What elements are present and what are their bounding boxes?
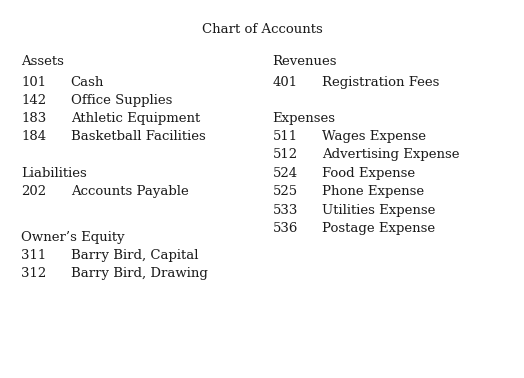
Text: Expenses: Expenses — [272, 112, 335, 125]
Text: Barry Bird, Capital: Barry Bird, Capital — [71, 249, 198, 262]
Text: Accounts Payable: Accounts Payable — [71, 185, 189, 198]
Text: Revenues: Revenues — [272, 55, 337, 68]
Text: Registration Fees: Registration Fees — [322, 76, 440, 88]
Text: Assets: Assets — [21, 55, 64, 68]
Text: 142: 142 — [21, 94, 46, 107]
Text: Postage Expense: Postage Expense — [322, 222, 435, 235]
Text: Advertising Expense: Advertising Expense — [322, 148, 460, 161]
Text: Wages Expense: Wages Expense — [322, 130, 426, 143]
Text: Phone Expense: Phone Expense — [322, 185, 424, 198]
Text: Barry Bird, Drawing: Barry Bird, Drawing — [71, 267, 208, 280]
Text: 202: 202 — [21, 185, 46, 198]
Text: Cash: Cash — [71, 76, 104, 88]
Text: 101: 101 — [21, 76, 46, 88]
Text: 524: 524 — [272, 167, 298, 180]
Text: Basketball Facilities: Basketball Facilities — [71, 130, 205, 143]
Text: Liabilities: Liabilities — [21, 167, 86, 180]
Text: Office Supplies: Office Supplies — [71, 94, 172, 107]
Text: 533: 533 — [272, 204, 298, 217]
Text: 184: 184 — [21, 130, 46, 143]
Text: 401: 401 — [272, 76, 298, 88]
Text: Owner’s Equity: Owner’s Equity — [21, 231, 125, 243]
Text: Food Expense: Food Expense — [322, 167, 416, 180]
Text: 512: 512 — [272, 148, 298, 161]
Text: Athletic Equipment: Athletic Equipment — [71, 112, 200, 125]
Text: 525: 525 — [272, 185, 298, 198]
Text: 312: 312 — [21, 267, 46, 280]
Text: 536: 536 — [272, 222, 298, 235]
Text: Chart of Accounts: Chart of Accounts — [202, 23, 322, 36]
Text: 183: 183 — [21, 112, 46, 125]
Text: Utilities Expense: Utilities Expense — [322, 204, 435, 217]
Text: 311: 311 — [21, 249, 46, 262]
Text: 511: 511 — [272, 130, 298, 143]
